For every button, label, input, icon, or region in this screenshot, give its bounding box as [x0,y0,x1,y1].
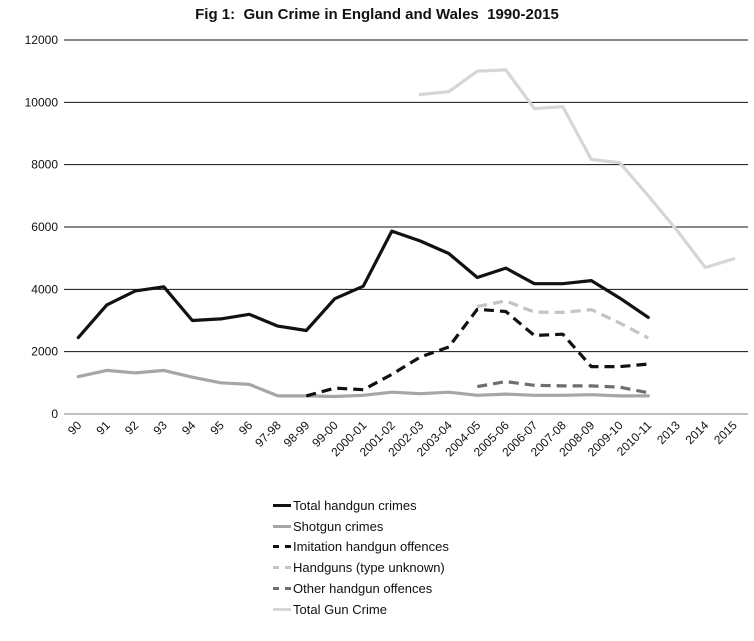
legend-label-1: Total handgun crimes [293,497,417,513]
y-tick-label: 4000 [31,282,58,296]
series-line-3 [305,307,649,398]
x-tick-label: 91 [94,418,114,438]
x-tick-label: 98-99 [281,418,313,450]
legend-label-6: Total Gun Crime [293,601,387,617]
x-tick-label: 95 [208,418,228,438]
x-tick-label: 92 [122,418,142,438]
legend: Total handgun crimes Shotgun crimes Imit… [273,495,449,620]
legend-swatch-2 [273,524,291,528]
x-axis-ticks: 90 91 92 93 94 95 9697-9898-9999-002000-012001… [65,418,740,459]
line-chart: 0 2000 4000 6000 8000 10000 12000 90 91 92 93 94 95… [25,33,748,459]
legend-item-5: Other handgun offences [273,578,449,599]
y-tick-label: 10000 [25,95,59,109]
y-axis-ticks: 0 2000 4000 6000 8000 10000 12000 [25,33,59,421]
legend-swatch-6 [273,607,291,611]
x-tick-label: 97-98 [252,418,284,450]
series-line-2 [76,368,650,399]
x-tick-label: 93 [151,418,171,438]
legend-swatch-3 [273,545,291,549]
series-line-6 [418,68,736,270]
x-tick-label: 90 [65,418,85,438]
gridlines [64,39,748,415]
chart-title: Fig 1: Gun Crime in England and Wales 19… [195,6,559,23]
y-tick-label: 6000 [31,220,58,234]
legend-swatch-1 [273,503,291,507]
legend-swatch-5 [273,587,291,591]
legend-label-5: Other handgun offences [293,581,433,597]
legend-item-2: Shotgun crimes [273,516,449,537]
series-lines [76,68,736,399]
legend-item-1: Total handgun crimes [273,495,449,516]
x-tick-label: 2014 [683,418,712,447]
y-tick-label: 2000 [31,345,58,359]
x-tick-label: 2015 [711,418,740,447]
x-tick-label: 2013 [654,418,683,447]
x-tick-label: 94 [179,418,199,438]
legend-label-4: Handguns (type unknown) [293,560,445,576]
series-line-1 [76,229,650,340]
y-tick-label: 0 [51,407,58,421]
y-tick-label: 8000 [31,158,58,172]
series-line-5 [477,380,649,395]
legend-label-3: Imitation handgun offences [293,539,449,555]
x-tick-label: 96 [236,418,256,438]
legend-item-4: Handguns (type unknown) [273,557,449,578]
legend-label-2: Shotgun crimes [293,518,384,534]
legend-swatch-4 [273,566,291,570]
series-line-4 [476,299,650,340]
legend-item-3: Imitation handgun offences [273,537,449,558]
y-tick-label: 12000 [25,33,59,47]
legend-item-6: Total Gun Crime [273,599,449,620]
